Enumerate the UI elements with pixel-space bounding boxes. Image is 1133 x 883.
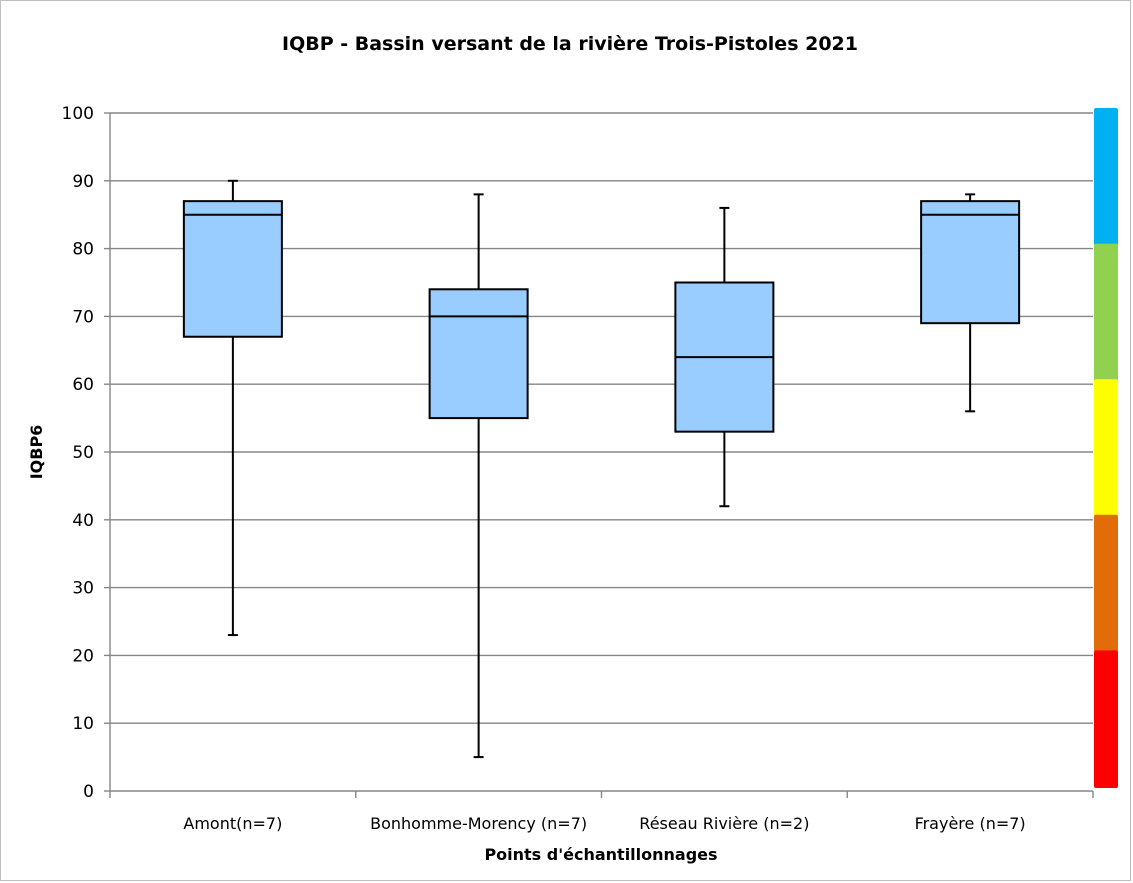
y-tick-label: 80 [72, 240, 94, 260]
y-tick-label: 20 [72, 646, 94, 666]
y-tick-label: 90 [72, 172, 94, 192]
y-tick-label: 40 [72, 511, 94, 531]
quality-band [1094, 379, 1118, 517]
box-iqr [920, 200, 1021, 325]
chart-title: IQBP - Bassin versant de la rivière Troi… [282, 33, 858, 55]
quality-band [1094, 514, 1118, 653]
y-tick-label: 60 [72, 375, 94, 395]
x-axis-title: Points d'échantillonnages [484, 845, 717, 864]
y-tick-label: 100 [62, 104, 94, 124]
x-category-label: Amont(n=7) [183, 814, 282, 833]
y-axis-title: IQBP6 [27, 425, 46, 480]
x-category-label: Frayère (n=7) [915, 814, 1026, 833]
y-tick-label: 70 [72, 307, 94, 327]
box-iqr [182, 200, 283, 338]
quality-band [1094, 108, 1118, 246]
y-tick-label: 0 [83, 782, 94, 802]
quality-band [1094, 243, 1118, 382]
y-tick-label: 10 [72, 714, 94, 734]
y-tick-label: 50 [72, 443, 94, 463]
quality-band [1094, 650, 1118, 788]
y-tick-label: 30 [72, 579, 94, 599]
x-category-label: Bonhomme-Morency (n=7) [370, 814, 587, 833]
x-category-label: Réseau Rivière (n=2) [639, 814, 809, 833]
box-iqr [428, 288, 529, 420]
